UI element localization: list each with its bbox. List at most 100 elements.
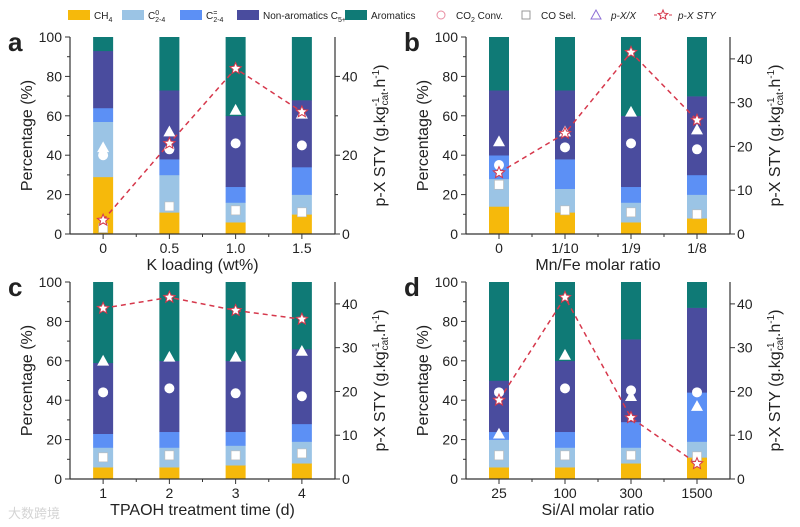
x-tick-label: 100: [553, 485, 577, 501]
co2-conversion-point: [560, 383, 570, 394]
star-marker-icon: [656, 8, 670, 21]
bar-segment-c24o: [687, 392, 707, 442]
legend-swatch: [180, 10, 202, 20]
left-tick-label: 0: [450, 471, 458, 487]
x-tick-label: 3: [232, 485, 240, 501]
left-tick-label: 80: [46, 313, 62, 329]
co2-conversion-point: [164, 383, 175, 394]
text-part: ): [372, 64, 389, 69]
text-part: 2: [471, 17, 475, 24]
text-part: -1: [766, 97, 777, 106]
left-tick-label: 0: [450, 226, 458, 242]
right-tick-label: 20: [737, 138, 753, 154]
triangle-marker-icon: [590, 8, 602, 20]
left-tick-label: 60: [442, 108, 458, 124]
x-tick-label: 1.0: [226, 240, 246, 256]
left-tick-label: 0: [54, 226, 62, 242]
co2-conversion-point: [692, 144, 702, 155]
px-x-point: [295, 344, 308, 356]
px-x-point: [625, 105, 637, 117]
sty-point: [690, 456, 704, 470]
x-tick-label: 300: [619, 485, 643, 501]
px-x-point: [559, 348, 571, 360]
right-tick-label: 30: [342, 340, 358, 356]
panel-label: d: [404, 272, 420, 302]
x-tick-label: 0.5: [160, 240, 180, 256]
co-selectivity-point: [297, 448, 307, 459]
px-x-point: [691, 123, 703, 135]
y-axis-label-right: p-X STY (g.kg-1cat.h-1): [371, 64, 391, 206]
text-part: .h: [372, 324, 389, 337]
legend-item-arom: Aromatics: [345, 10, 415, 22]
text-part: -1: [371, 69, 382, 78]
left-tick-label: 40: [442, 147, 458, 163]
text-part: -1: [766, 69, 777, 78]
legend-item-nonarom: Non-aromatics C5+: [237, 10, 346, 24]
right-tick-label: 40: [737, 51, 753, 67]
text-part: 5+: [338, 17, 346, 24]
bar-segment-nonarom: [489, 380, 509, 433]
y-axis-label-right: p-X STY (g.kg-1cat.h-1): [766, 309, 786, 451]
bar-segment-arom: [489, 282, 509, 381]
bar-segment-arom: [159, 282, 180, 362]
co2-conversion-point: [626, 138, 636, 149]
bar-segment-arom: [93, 37, 114, 52]
bar-segment-ch4: [225, 222, 246, 235]
bar-segment-c24o: [555, 431, 575, 448]
co-selectivity-point: [560, 450, 570, 461]
text-part: p-X STY (g.kg: [767, 351, 784, 451]
co-selectivity-point: [692, 209, 702, 220]
legend-item-pxx: p-X/X: [590, 8, 636, 22]
bar-segment-nonarom: [555, 90, 575, 160]
left-tick-label: 80: [442, 68, 458, 84]
x-tick-label: 2: [165, 485, 173, 501]
px-x-point: [97, 141, 110, 153]
legend-label: Aromatics: [371, 11, 415, 22]
co2-conversion-point: [296, 140, 307, 151]
text-part: -1: [371, 342, 382, 351]
px-x-point: [493, 427, 505, 439]
bar-segment-arom: [225, 282, 246, 362]
left-tick-label: 40: [46, 392, 62, 408]
right-tick-label: 0: [342, 226, 350, 242]
bar-segment-ch4: [621, 222, 641, 235]
bar-stack-1.5: [291, 37, 312, 235]
left-tick-label: 60: [46, 353, 62, 369]
legend-label: CO2 Conv.: [456, 11, 503, 24]
sty-line: [498, 295, 698, 465]
bar-stack-25: [489, 282, 509, 480]
text-part: CO: [456, 11, 471, 22]
text-part: -1: [371, 97, 382, 106]
bar-stack-0: [93, 37, 114, 235]
bar-segment-c24o: [621, 186, 641, 203]
bar-segment-c24o: [621, 421, 641, 448]
legend-swatch: [122, 10, 144, 20]
text-part: cat: [380, 92, 391, 106]
bar-stack-1: [93, 282, 114, 480]
text-part: C: [206, 11, 213, 22]
bar-segment-arom: [93, 282, 114, 364]
bar-segment-c24p: [489, 178, 509, 207]
x-axis-label: Si/Al molar ratio: [542, 502, 655, 519]
bar-segment-ch4: [687, 218, 707, 235]
text-part: cat: [380, 337, 391, 351]
y-axis-label-left: Percentage (%): [415, 80, 432, 191]
text-part: ): [767, 64, 784, 69]
bar-segment-arom: [291, 37, 312, 101]
bar-segment-arom: [489, 37, 509, 91]
text-part: 2-4: [155, 17, 165, 24]
x-tick-label: 25: [491, 485, 507, 501]
x-tick-label: 1/9: [621, 240, 641, 256]
legend: CH4 C0 2-4 C= 2-4 Non-aromatics C5+ Aromatics C…: [68, 8, 717, 24]
co-selectivity-point: [626, 207, 636, 218]
text-part: -1: [766, 314, 777, 323]
bar-segment-nonarom: [687, 307, 707, 393]
panel-label: c: [8, 272, 22, 302]
bar-segment-nonarom: [93, 50, 114, 109]
sty-point: [558, 126, 572, 140]
sty-point: [624, 45, 638, 59]
legend-label: C0 2-4: [148, 10, 165, 24]
bar-segment-ch4: [291, 463, 312, 480]
text-part: CH: [94, 11, 108, 22]
px-x-point: [229, 350, 242, 362]
